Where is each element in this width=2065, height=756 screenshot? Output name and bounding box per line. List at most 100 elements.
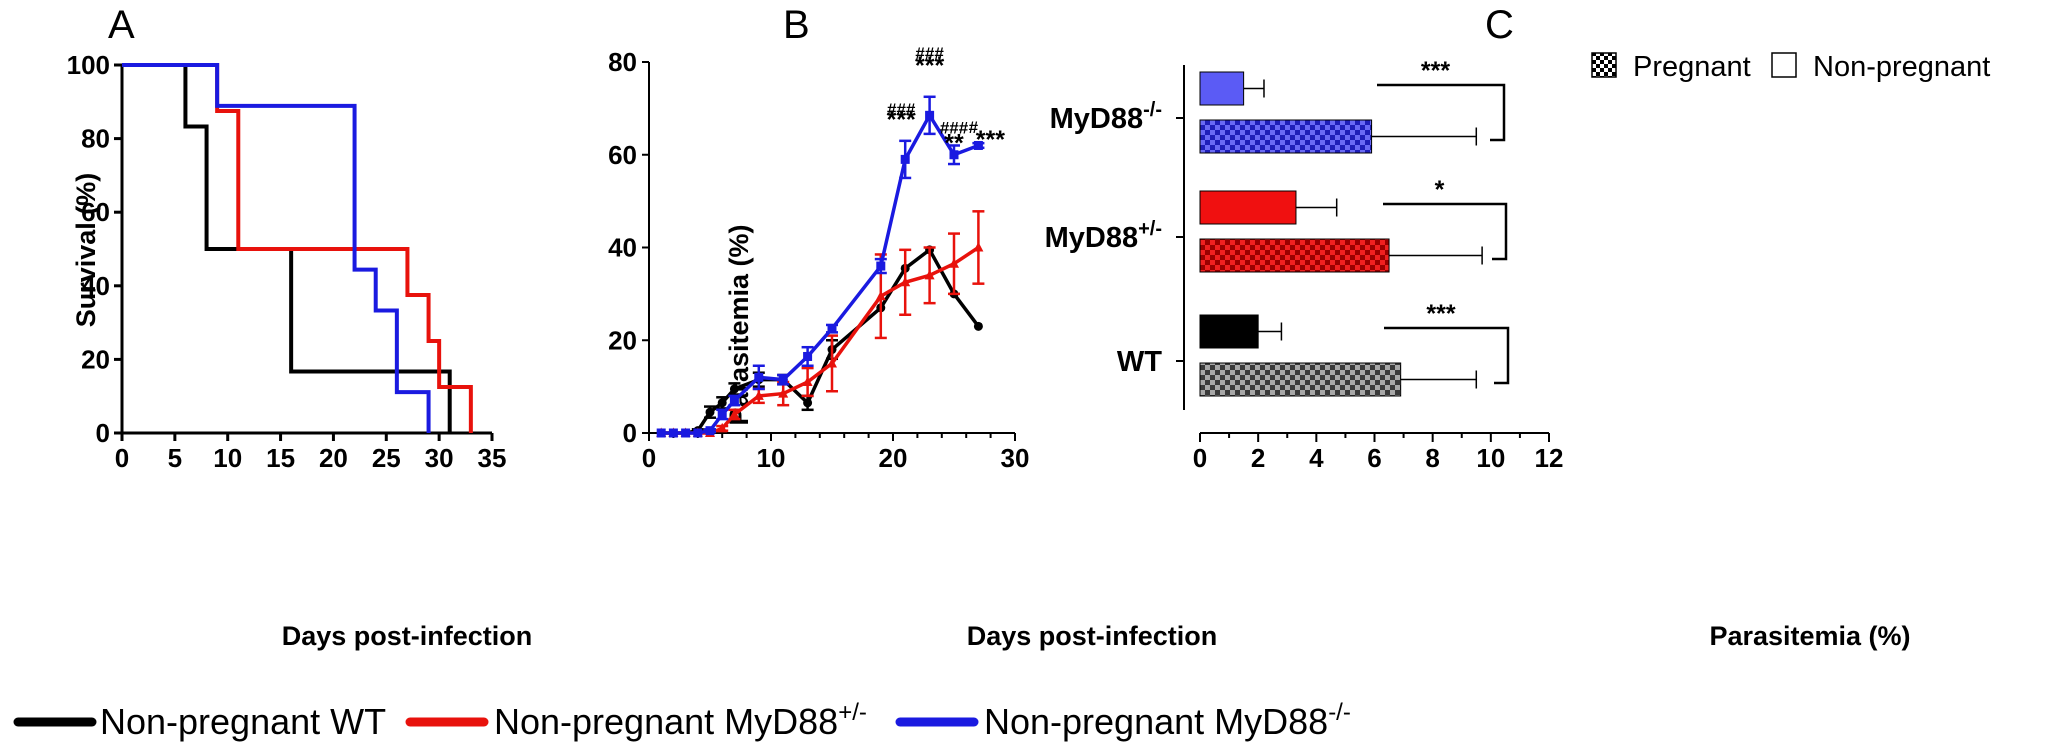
category-label-myd88het: MyD88+/- [1045,218,1162,254]
panel-a-x-tick-label: 15 [266,443,295,473]
panel-b-y-tick-label: 80 [608,47,637,77]
panel-b-point-non-pregnant-wt [803,398,813,408]
significance-bracket-myd88ko [1377,83,1506,142]
panel-a-letter: A [108,3,135,47]
panel-a-x-tick-label: 25 [372,443,401,473]
panel-a-x-tick-label: 10 [213,443,242,473]
panel-b-y-tick-label: 20 [608,325,637,355]
panel-b-point-non-pregnant-myd88het [778,388,789,398]
bar-pregnant-myd88het [1199,238,1390,273]
significance-stars-myd88het: * [1435,176,1445,204]
panel-c-letter: C [1485,3,1514,47]
panel-c-x-tick-label: 2 [1251,443,1265,473]
panel-a-y-tick-label: 0 [96,418,110,448]
panel-b-hash-annotation: ### [940,118,969,137]
panel-a-y-tick-label: 100 [67,50,110,80]
non-pregnant-legend-label: Non-pregnant [1813,51,1990,83]
panel-b-point-non-pregnant-myd88ko [681,428,691,438]
panel-b-hash-annotation: ### [887,100,916,119]
panel-c-x-tick-label: 4 [1309,443,1324,473]
legend-label-myd88-ko: Non-pregnant MyD88-/- [984,699,1351,742]
panel-b-star-annotation: *** [887,106,916,134]
category-label-wt: WT [1117,346,1162,378]
panel-b-point-non-pregnant-myd88ko [949,150,959,160]
panel-b-x-axis-label: Days post-infection [967,621,1218,651]
bar-nonpregnant-myd88ko [1199,71,1245,106]
panel-b-y-tick-label: 0 [623,418,637,448]
panel-b-point-non-pregnant-myd88ko [803,351,813,361]
panel-b-point-non-pregnant-myd88het [802,376,813,386]
panel-b-point-non-pregnant-myd88ko [729,396,739,406]
panel-b-x-tick-label: 30 [1001,443,1030,473]
panel-b-point-non-pregnant-wt [729,384,739,394]
panel-b-point-non-pregnant-myd88het [900,276,911,287]
panel-b-point-non-pregnant-wt [705,407,715,417]
panel-b-point-non-pregnant-myd88het [827,357,837,368]
panel-a-y-tick-label: 40 [81,271,110,301]
panel-b-point-non-pregnant-myd88het [729,408,740,419]
panel-a-x-axis-label: Days post-infection [282,621,533,651]
panel-b-point-non-pregnant-myd88het [875,290,886,301]
panel-b-point-non-pregnant-wt [973,321,983,331]
panel-b-y-tick-label: 60 [608,140,637,170]
panel-b-point-non-pregnant-wt [717,398,727,408]
significance-stars-wt: *** [1426,300,1455,328]
panel-b-point-non-pregnant-myd88ko [973,140,983,150]
bar-nonpregnant-wt [1199,314,1259,349]
non-pregnant-legend-swatch [1771,52,1797,78]
panel-a-x-tick-label: 5 [168,443,182,473]
significance-bracket-wt [1384,326,1510,385]
panel-b-point-non-pregnant-myd88ko [925,110,935,120]
panel-c-x-axis-label: Parasitemia (%) [1709,621,1910,651]
series-legend: Non-pregnant WT Non-pregnant MyD88+/- No… [13,699,1351,742]
panel-c-x-tick-label: 12 [1535,443,1564,473]
panel-c-legend: Pregnant Non-pregnant [1591,51,1990,83]
panel-b-point-non-pregnant-myd88ko [876,261,886,271]
panel-c-bar-chart: C Pregnant Non-pregnant Parasitemia (%) … [1045,3,1991,651]
panel-b-x-tick-label: 0 [642,443,656,473]
pregnant-legend-label: Pregnant [1633,51,1751,83]
panel-b-hash-annotation: ### [915,44,944,63]
panel-b-star-annotation: *** [915,52,944,80]
panel-b-point-non-pregnant-myd88ko [827,324,837,334]
panel-b-point-non-pregnant-myd88ko [656,428,666,438]
panel-b-point-non-pregnant-myd88het [973,242,984,252]
panel-a-survival-line-non-pregnant-myd88ko [122,63,431,433]
panel-b-x-tick-label: 20 [879,443,908,473]
bar-pregnant-wt [1199,362,1402,397]
panel-a-survival-line-non-pregnant-myd88het [122,63,473,433]
legend-label-wt: Non-pregnant WT [100,701,386,742]
panel-b-point-non-pregnant-myd88het [717,422,728,433]
panel-a-y-axis-label: Survival (%) [71,173,101,328]
panel-b-star-annotation: ** [944,129,964,157]
pregnant-legend-swatch [1591,52,1617,78]
panel-b-x-tick-label: 10 [757,443,786,473]
panel-b-y-axis-label: Parasitemia (%) [724,224,754,425]
panel-a-y-tick-label: 20 [81,344,110,374]
significance-stars-myd88ko: *** [1421,57,1450,85]
panel-b-star-annotation: *** [976,126,1005,154]
panel-b-point-non-pregnant-myd88ko [668,428,678,438]
bar-pregnant-myd88ko [1199,119,1373,154]
panel-a-x-tick-label: 20 [319,443,348,473]
panel-b-parasitemia-chart: B Parasitemia (%) Days post-infection 0 2… [608,3,1217,651]
panel-c-x-tick-label: 0 [1193,443,1207,473]
category-label-myd88ko: MyD88-/- [1050,99,1162,135]
panel-c-x-tick-label: 6 [1367,443,1381,473]
panel-b-line-non-pregnant-myd88ko [661,111,980,435]
panel-b-point-non-pregnant-myd88het [753,390,764,400]
panel-b-point-non-pregnant-myd88ko [778,375,788,385]
panel-a-y-tick-label: 80 [81,124,110,154]
panel-b-point-non-pregnant-myd88ko [754,372,764,382]
panel-a-y-tick-label: 60 [81,197,110,227]
panel-b-point-non-pregnant-myd88het [949,258,959,268]
panel-a-x-tick-label: 35 [478,443,507,473]
panel-c-x-tick-label: 8 [1425,443,1439,473]
panel-b-letter: B [783,3,810,47]
panel-a-x-tick-label: 0 [115,443,129,473]
panel-b-hash-annotation: # [969,118,979,137]
significance-bracket-myd88het [1383,202,1508,261]
panel-a-survival-chart: A Survival (%) Days post-infection 0 20 40… [67,3,533,651]
panel-b-y-tick-label: 40 [608,233,637,263]
